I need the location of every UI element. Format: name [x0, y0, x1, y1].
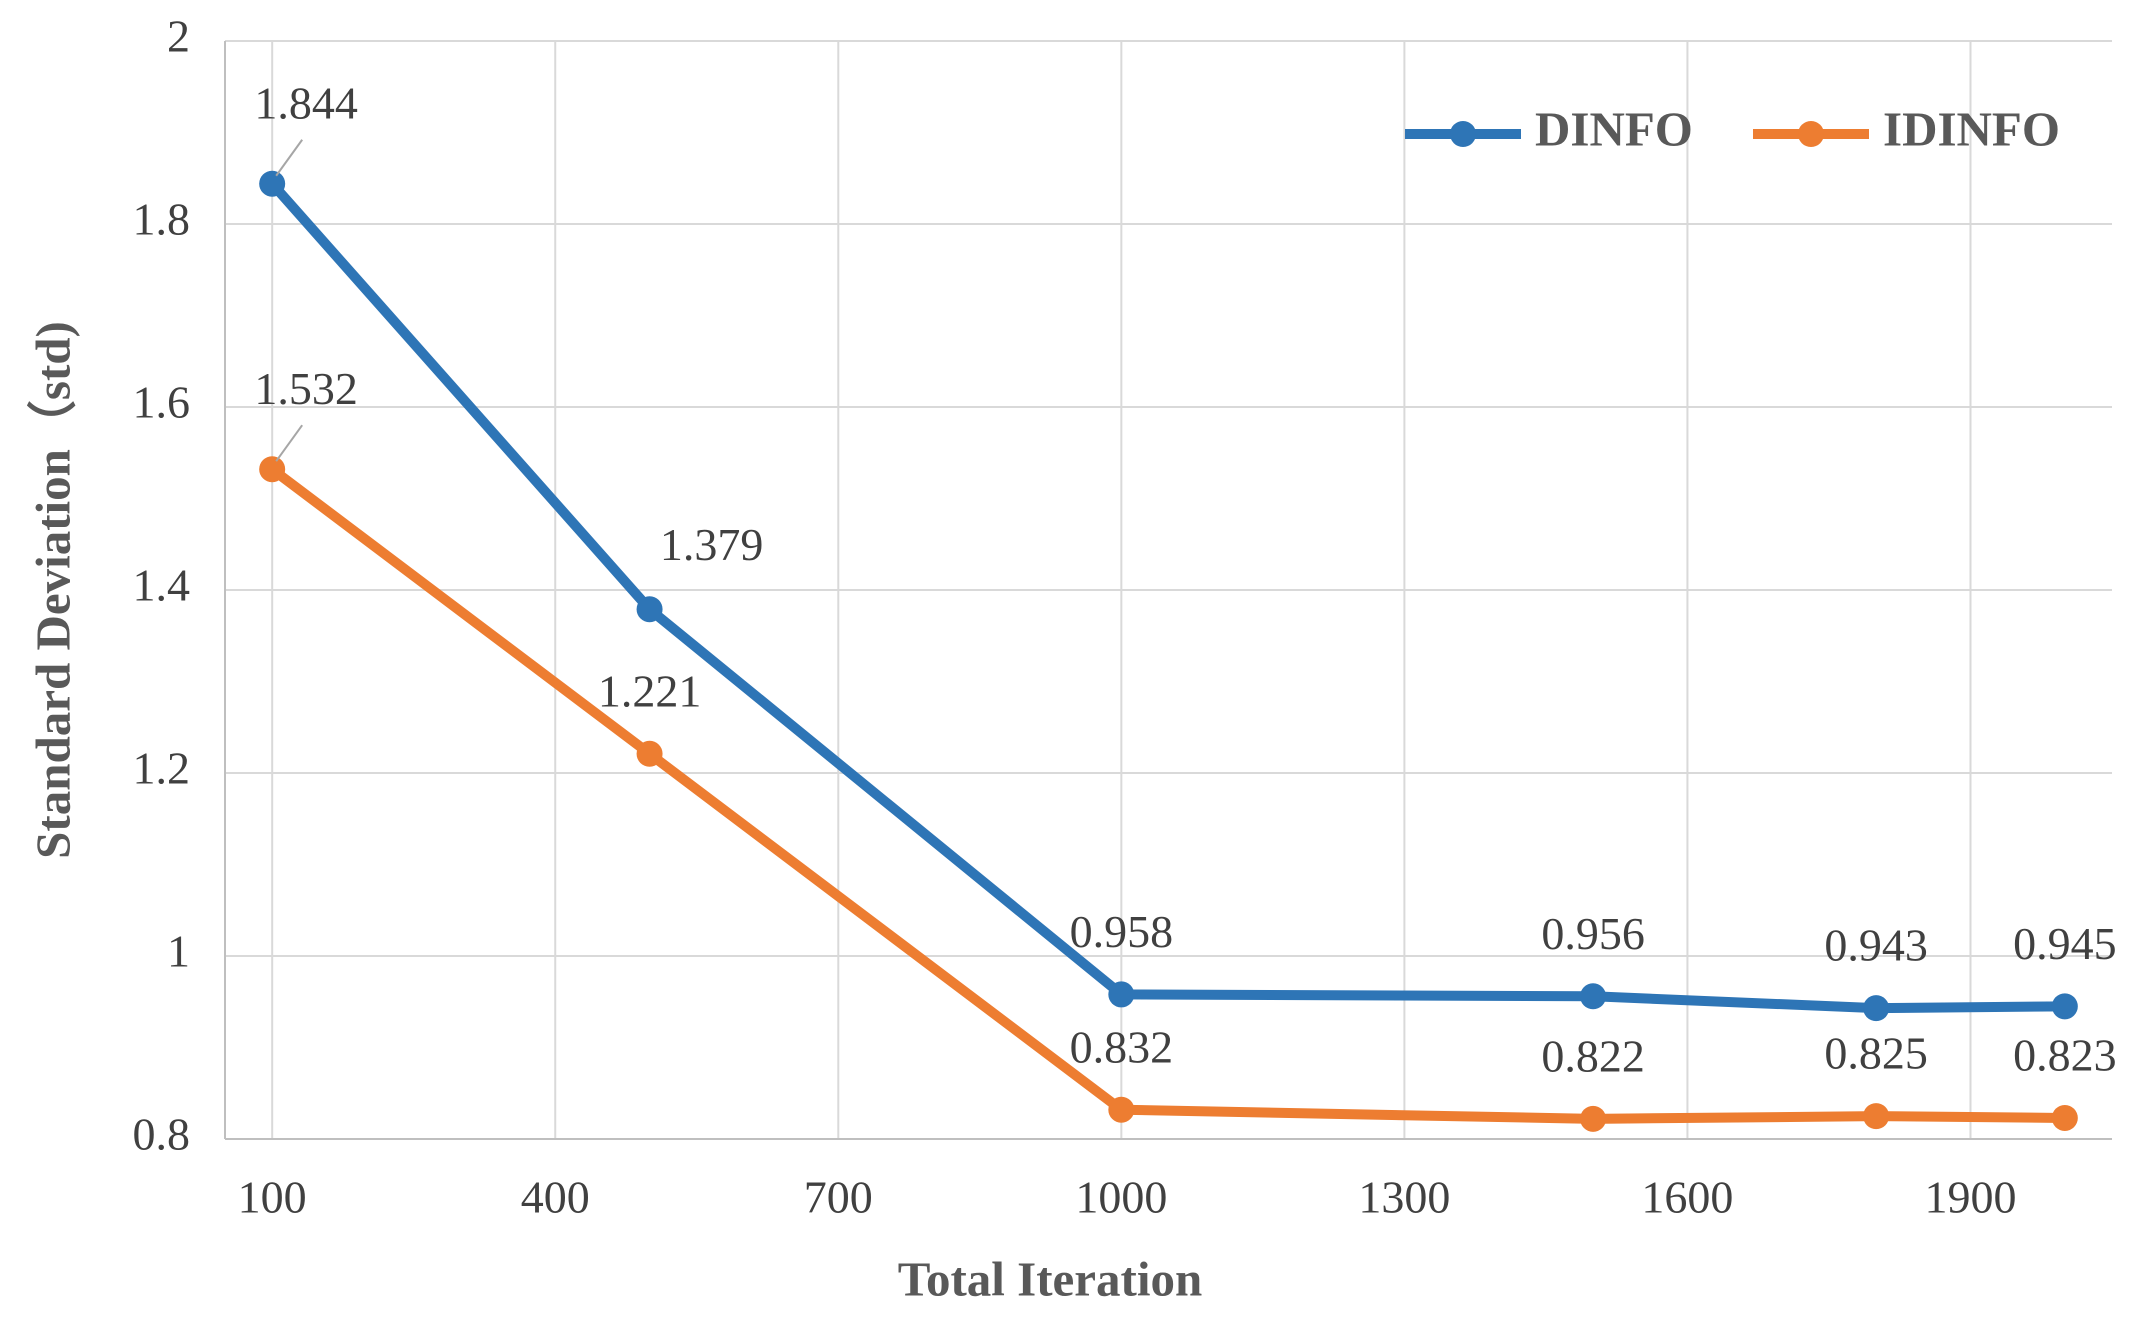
point — [1580, 983, 1607, 1010]
y-tick-label: 1 — [167, 926, 190, 977]
y-axis-title: Standard Deviation（std) — [25, 321, 80, 859]
leader-line — [275, 424, 303, 462]
y-tick-label: 1.6 — [133, 377, 191, 428]
point — [1863, 995, 1890, 1022]
point — [2051, 1104, 2078, 1131]
data-label: 1.532 — [254, 363, 358, 414]
series-line — [268, 180, 2065, 1014]
point — [1580, 1105, 1607, 1132]
data-label: 1.844 — [254, 77, 358, 128]
x-tick-label: 100 — [238, 1172, 307, 1223]
data-label: 0.822 — [1541, 1030, 1645, 1081]
point — [636, 596, 663, 623]
data-label: 0.958 — [1070, 906, 1174, 957]
legend-marker — [1450, 121, 1476, 147]
legend-label: DINFO — [1535, 101, 1693, 156]
x-tick-label: 400 — [521, 1172, 590, 1223]
x-tick-label: 1900 — [1924, 1172, 2016, 1223]
data-label: 0.823 — [2013, 1030, 2117, 1081]
data-label: 1.379 — [660, 519, 764, 570]
y-tick-label: 1.4 — [133, 560, 191, 611]
y-tick-label: 1.8 — [133, 194, 191, 245]
x-tick-label: 1600 — [1641, 1172, 1733, 1223]
x-tick-label: 1300 — [1358, 1172, 1450, 1223]
point — [2051, 993, 2078, 1020]
y-tick-label: 2 — [167, 11, 190, 62]
legend-marker — [1798, 121, 1824, 147]
data-label: 0.945 — [2013, 918, 2117, 969]
point — [1108, 981, 1135, 1008]
data-label: 1.221 — [598, 665, 702, 716]
point — [1863, 1103, 1890, 1130]
data-label: 0.825 — [1824, 1028, 1928, 1079]
data-label: 0.832 — [1070, 1021, 1174, 1072]
data-label: 0.943 — [1824, 920, 1928, 971]
x-axis-title: Total Iteration — [898, 1251, 1202, 1306]
y-tick-label: 0.8 — [133, 1109, 191, 1160]
point — [1108, 1096, 1135, 1123]
y-tick-label: 1.2 — [133, 743, 191, 794]
legend-label: IDINFO — [1883, 101, 2060, 156]
point — [636, 740, 663, 767]
x-tick-label: 700 — [804, 1172, 873, 1223]
leader-line — [275, 139, 303, 177]
series-line — [269, 465, 2065, 1124]
point — [259, 170, 286, 197]
point — [259, 456, 286, 483]
x-tick-label: 1000 — [1075, 1172, 1167, 1223]
data-label: 0.956 — [1541, 908, 1645, 959]
